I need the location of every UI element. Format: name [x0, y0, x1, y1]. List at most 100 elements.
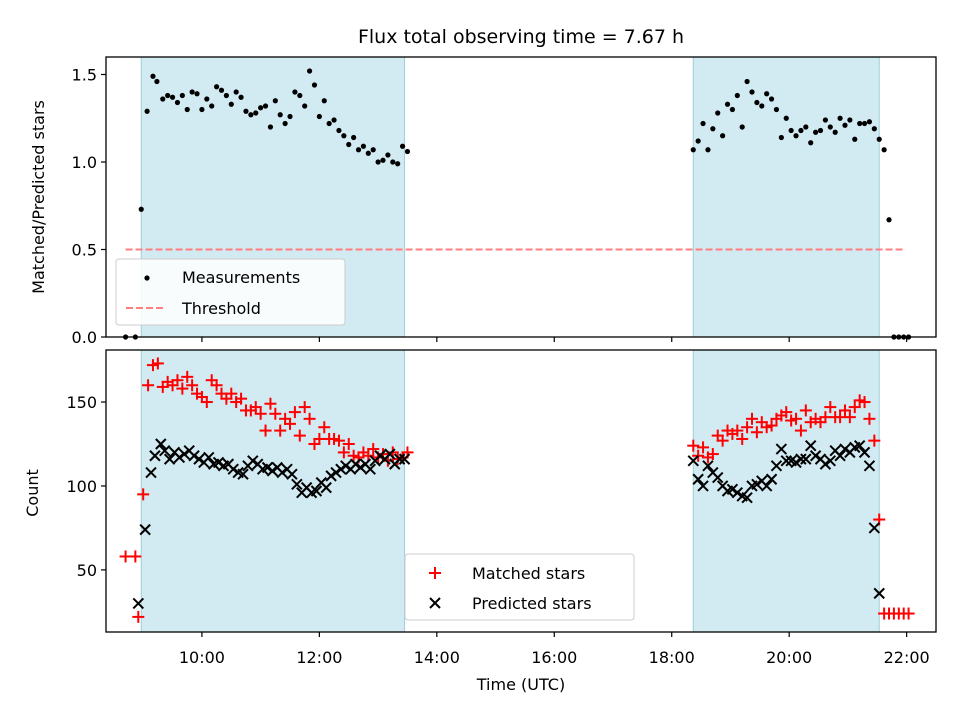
matched-star-point — [750, 426, 763, 439]
measurement-point — [248, 112, 254, 118]
matched-star-point — [129, 550, 142, 563]
predicted-star-point — [824, 455, 836, 467]
measurement-point — [832, 129, 838, 135]
predicted-star-point — [760, 480, 773, 492]
observing-window-band — [692, 349, 880, 633]
matched-star-point — [741, 421, 754, 434]
count-y-label: Count — [23, 469, 42, 517]
count-legend-box — [404, 553, 635, 621]
matched-star-point — [264, 397, 277, 410]
measurement-point — [346, 141, 352, 148]
ratio-panel-frame — [105, 56, 937, 338]
predicted-star-point — [330, 466, 342, 479]
time-x-label: Time (UTC) — [476, 675, 565, 694]
legend-measurements-label: Measurements — [182, 268, 300, 287]
measurement-point — [223, 92, 229, 99]
matched-star-point — [790, 412, 803, 425]
measurement-point — [705, 147, 711, 153]
matched-star-point — [137, 488, 150, 501]
measurement-point — [783, 115, 789, 121]
measurement-point — [204, 96, 210, 102]
measurement-point — [886, 217, 892, 223]
matched-star-point — [765, 419, 778, 432]
matched-star-point — [824, 401, 837, 414]
x-tick-label: 18:00 — [649, 648, 695, 667]
measurement-point — [822, 117, 828, 123]
x-tick-label: 12:00 — [296, 648, 342, 667]
matched-star-point — [210, 379, 223, 392]
measurement-point — [788, 127, 794, 134]
legend-matched-label: Matched stars — [472, 564, 585, 583]
predicted-star-point — [702, 460, 714, 472]
x-tick-label: 10:00 — [179, 648, 225, 667]
measurement-point — [165, 92, 171, 99]
measurement-point — [189, 89, 195, 95]
measurement-point — [852, 136, 858, 142]
matched-star-point — [259, 424, 272, 437]
measurement-point — [154, 78, 160, 85]
legend-matched-marker — [429, 567, 441, 579]
measurement-point — [817, 127, 824, 134]
matched-star-point — [284, 417, 297, 430]
measurement-point — [759, 103, 765, 109]
predicted-star-point — [697, 480, 709, 492]
matched-star-point — [342, 438, 355, 450]
matched-star-point — [863, 412, 876, 425]
measurement-point — [184, 106, 190, 113]
predicted-star-point — [800, 453, 812, 465]
ratio-panel: 0.0 0.5 1.0 1.5 Flux total observing time =… — [29, 26, 937, 347]
predicted-star-point — [834, 450, 846, 462]
matched-star-point — [848, 401, 861, 414]
matched-star-point — [318, 421, 331, 434]
predicted-star-point — [276, 466, 288, 479]
measurement-point — [793, 133, 799, 139]
legend-predicted-marker — [429, 597, 441, 609]
matched-star-point — [858, 396, 871, 409]
predicted-star-point — [863, 460, 876, 472]
matched-star-point — [362, 449, 375, 462]
matched-star-point — [687, 439, 700, 452]
observing-window-band — [140, 349, 406, 633]
observing-windows — [140, 349, 880, 633]
measurement-point — [331, 117, 337, 123]
predicted-star-point — [780, 455, 792, 467]
measurement-point — [871, 126, 877, 132]
measurement-point — [277, 112, 283, 118]
matched-star-point — [142, 379, 155, 392]
measurement-point — [336, 127, 342, 134]
measurement-point — [749, 89, 755, 95]
measurement-point — [808, 140, 814, 146]
predicted-star-point — [384, 448, 396, 460]
measurement-point — [138, 206, 144, 212]
ratio-legend-box — [115, 258, 346, 326]
count-panel: 50 100 150 10:00 12:00 14:00 16:00 18:00 20:00 2… — [23, 349, 937, 694]
predicted-star-point — [775, 443, 788, 455]
predicted-star-point — [178, 448, 191, 460]
measurement-point — [302, 103, 308, 109]
predicted-star-point — [354, 461, 367, 474]
measurement-point — [262, 103, 269, 109]
measurement-point — [174, 99, 181, 106]
predicted-star-point — [145, 466, 157, 479]
predicted-star-point — [795, 453, 807, 465]
matched-star-point — [151, 357, 164, 370]
measurement-point — [233, 89, 239, 95]
matched-star-point — [736, 432, 749, 445]
measurement-point — [695, 138, 701, 144]
measurement-point — [710, 126, 716, 132]
predicted-star-point — [790, 456, 802, 469]
measurement-point — [179, 92, 185, 99]
predicted-star-point — [726, 483, 739, 496]
predicted-star-point — [286, 468, 298, 480]
measurement-point — [842, 122, 848, 128]
count-marks — [119, 357, 915, 623]
matched-star-point — [186, 379, 199, 392]
matched-star-point — [902, 607, 915, 620]
predicted-star-point — [139, 523, 151, 536]
measurement-point — [857, 120, 863, 127]
predicted-star-point — [819, 458, 832, 470]
matched-star-point — [706, 448, 719, 461]
x-tick-label: 16:00 — [531, 648, 577, 667]
measurement-point — [813, 129, 819, 135]
measurement-point — [272, 98, 278, 104]
